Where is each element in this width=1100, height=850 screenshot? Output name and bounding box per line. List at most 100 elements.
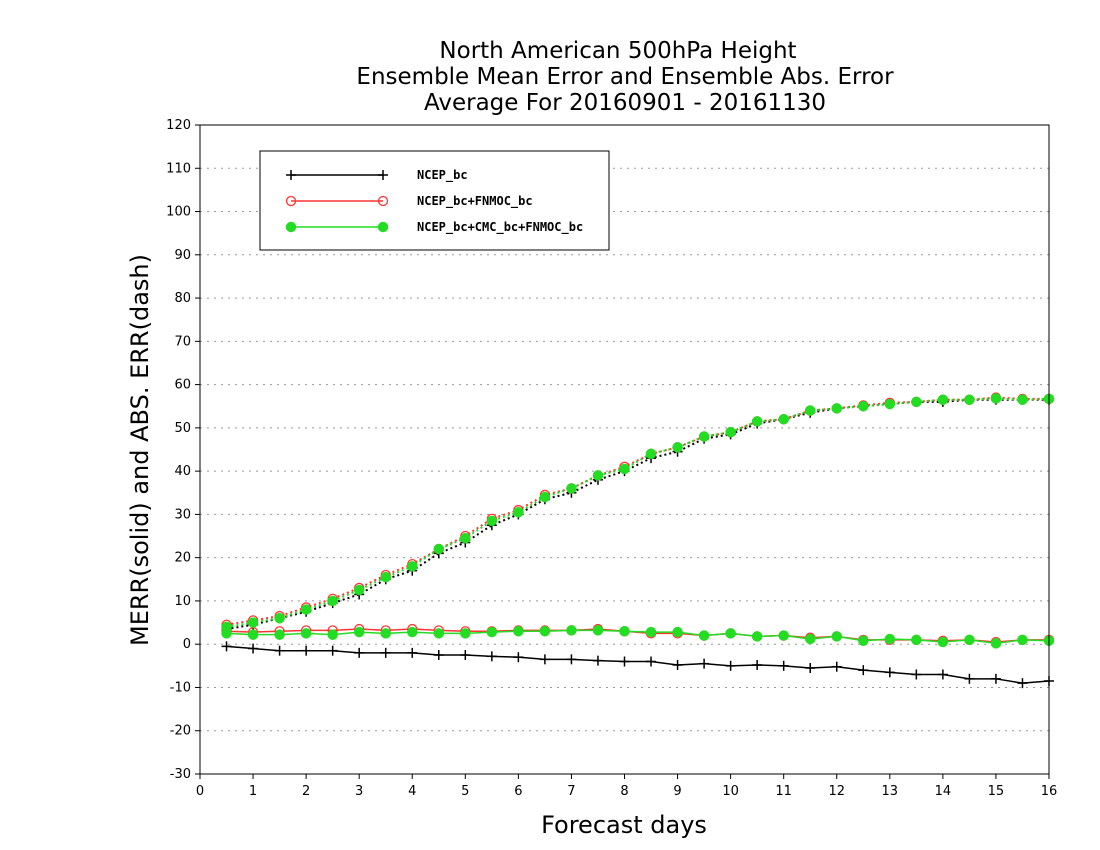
- series-2-merr-point: [619, 625, 630, 637]
- series-0-merr-point: [301, 645, 312, 656]
- x-tick-label: 4: [408, 784, 416, 799]
- series-0-merr-point: [699, 658, 710, 669]
- series-1-abserr-line: [226, 396, 1049, 626]
- series-2-abserr-point: [778, 413, 789, 425]
- series-2-abserr-point: [221, 621, 232, 633]
- series-2-merr-point: [937, 636, 949, 648]
- series-2-merr-point: [645, 626, 657, 638]
- series-2-merr-point: [592, 625, 604, 636]
- series-2-abserr-point: [831, 403, 842, 414]
- y-tick-label: 0: [183, 637, 191, 652]
- legend-marker-end-0: [378, 170, 388, 180]
- x-tick-label: 15: [988, 784, 1005, 799]
- series-2-merr-point: [1017, 634, 1028, 646]
- series-0-merr-point: [486, 651, 497, 662]
- x-tick-label: 7: [567, 784, 575, 799]
- series-2-abserr-point: [619, 463, 630, 475]
- series-0-merr-point: [539, 654, 550, 665]
- y-tick-label: 70: [174, 334, 191, 349]
- series-2-abserr-point: [327, 595, 338, 607]
- legend-label-1: NCEP_bc+FNMOC_bc: [417, 194, 533, 209]
- x-axis-label: Forecast days: [541, 811, 707, 839]
- y-tick-label: 80: [174, 291, 191, 306]
- y-tick-label: 20: [174, 551, 191, 566]
- y-tick-label: -20: [170, 724, 191, 739]
- series-2-merr-point: [751, 631, 763, 642]
- series-2-merr-point: [460, 628, 471, 639]
- series-2-abserr-point: [486, 515, 498, 527]
- series-2-merr-point: [327, 629, 338, 640]
- series-2-abserr-point: [353, 584, 365, 596]
- plot-frame: [199, 124, 1050, 775]
- chart-title-line-1: North American 500hPa Height: [439, 38, 796, 64]
- series-2-merr-point: [778, 630, 789, 641]
- series-2-merr-point: [433, 628, 445, 639]
- chart-title: North American 500hPa Height Ensemble Me…: [356, 38, 894, 116]
- x-tick-label: 0: [196, 784, 204, 799]
- legend: NCEP_bc NCEP_bc+FNMOC_bc NCEP_bc+CMC_bc+FN…: [259, 150, 610, 251]
- legend-label-2: NCEP_bc+CMC_bc+FNMOC_bc: [417, 220, 583, 235]
- series-2-abserr-point: [990, 393, 1002, 404]
- series-0-merr-point: [592, 655, 603, 666]
- series-0-merr-point: [460, 650, 471, 661]
- series-2-abserr-point: [698, 431, 710, 442]
- y-tick-label: -10: [170, 680, 191, 695]
- series-0-merr-line: [226, 645, 1050, 684]
- series-0-merr-point: [354, 647, 365, 658]
- series-0-merr-point: [433, 650, 444, 661]
- series-0-merr-point: [274, 645, 285, 656]
- y-axis-label: MERR(solid) and ABS. ERR(dash): [126, 254, 154, 646]
- x-tick-label: 13: [882, 784, 899, 799]
- y-tick-label: 100: [166, 205, 191, 220]
- chart-title-line-2: Ensemble Mean Error and Ensemble Abs. Er…: [356, 64, 894, 90]
- series-2-merr-point: [884, 633, 896, 645]
- series-2-abserr-point: [380, 571, 391, 583]
- y-tick-label: 10: [174, 594, 191, 609]
- series-2-merr-point: [831, 631, 842, 642]
- y-tick-label: 110: [166, 161, 191, 176]
- series-0-merr-point: [990, 673, 1001, 684]
- series-2-merr-point: [911, 634, 922, 646]
- series-2-merr-point: [407, 626, 418, 638]
- grid: [200, 167, 1049, 732]
- x-tick-label: 3: [355, 784, 363, 799]
- series-2-abserr-point: [751, 416, 763, 427]
- series-2-merr-point: [698, 630, 710, 641]
- series-2-merr-point: [672, 626, 683, 638]
- legend-marker-start-2: [285, 221, 297, 233]
- series-0-merr-point: [805, 662, 816, 673]
- x-tick-label: 10: [722, 784, 739, 799]
- series-2-abserr-point: [645, 448, 657, 460]
- series-0-merr-point: [778, 660, 789, 671]
- series-0-merr-point: [725, 660, 736, 671]
- chart-title-line-3: Average For 20160901 - 20161130: [424, 90, 826, 116]
- x-tick-label: 6: [514, 784, 522, 799]
- x-tick-label: 5: [461, 784, 469, 799]
- series-2-merr-point: [300, 628, 312, 639]
- series-2-merr-point: [380, 628, 391, 639]
- x-tick-label: 9: [673, 784, 681, 799]
- y-tick-label: 90: [174, 248, 191, 263]
- legend-label-0: NCEP_bc: [417, 168, 468, 183]
- legend-marker-start-1: [285, 195, 297, 207]
- series-2-merr-point: [725, 628, 736, 639]
- series-2-merr-line: [226, 629, 1050, 645]
- series-0-merr-point: [964, 673, 975, 684]
- x-tick-label: 11: [775, 784, 792, 799]
- series-2-abserr-point: [804, 405, 816, 416]
- series-2-abserr-point: [247, 617, 259, 628]
- series-0-merr-point: [911, 669, 922, 680]
- y-tick-label: 60: [174, 378, 191, 393]
- series-2-abserr-point: [1017, 394, 1028, 405]
- series-2-merr-point: [247, 629, 259, 640]
- series-layer: [221, 392, 1055, 689]
- legend-marker-end-2: [377, 221, 389, 233]
- series-0-merr-point: [752, 659, 763, 670]
- series-2-merr-point: [539, 625, 551, 637]
- series-0-merr-point: [327, 645, 338, 656]
- y-tick-label: 40: [174, 464, 191, 479]
- y-tick-label: 50: [174, 421, 191, 436]
- x-tick-label: 8: [620, 784, 628, 799]
